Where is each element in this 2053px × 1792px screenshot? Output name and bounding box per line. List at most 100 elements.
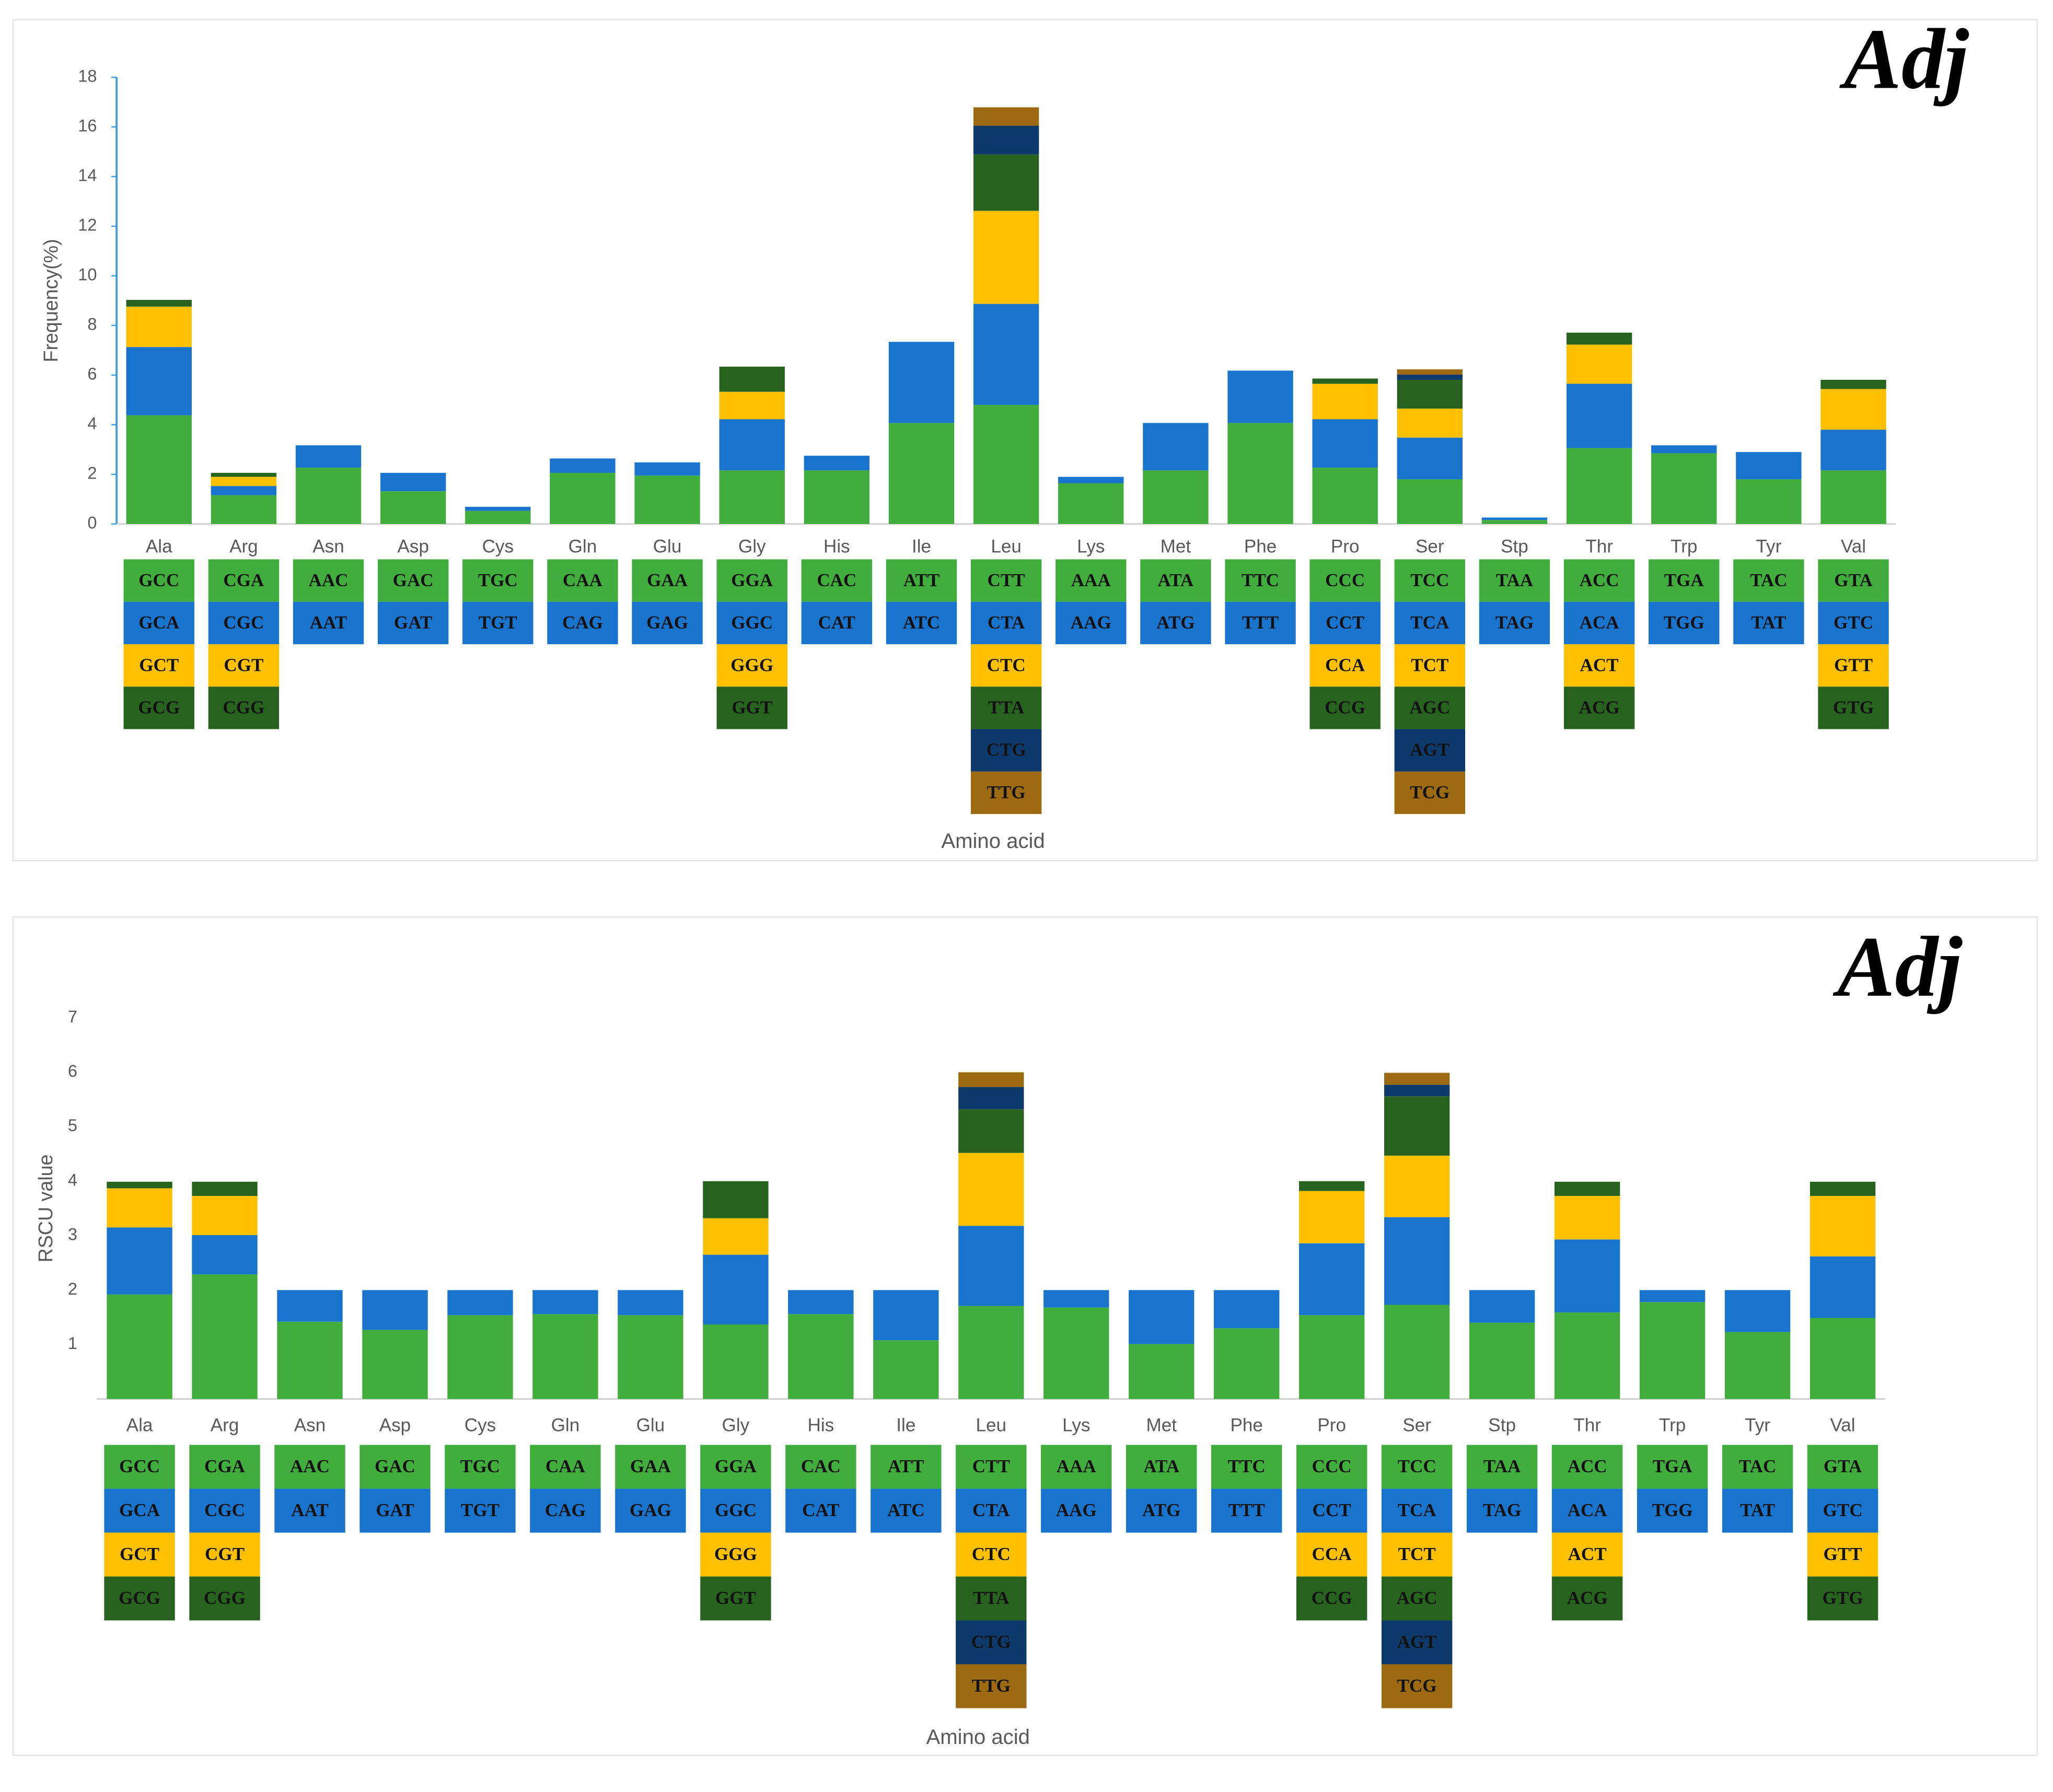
y-tick-label: 0: [87, 513, 97, 532]
codon-label: TAT: [1751, 612, 1786, 633]
bar-segment: [958, 1072, 1024, 1087]
bar-segment: [1299, 1191, 1365, 1243]
x-tick-label: Thr: [1573, 1415, 1601, 1436]
codon-label: TAT: [1740, 1500, 1775, 1520]
bar-segment: [958, 1306, 1024, 1399]
codon-cell: [700, 1532, 771, 1577]
bar-segment: [1299, 1315, 1365, 1399]
x-axis-title: Amino acid: [926, 1726, 1030, 1749]
codon-cell: [377, 601, 449, 645]
bar-segment: [1810, 1256, 1876, 1318]
x-tick-label: Met: [1161, 536, 1191, 556]
codon-label: AAG: [1056, 1500, 1097, 1520]
codon-cell: [1309, 559, 1381, 602]
codon-label: CGG: [204, 1588, 246, 1608]
codon-label: TAA: [1483, 1456, 1521, 1476]
codon-label: ATG: [1156, 612, 1194, 633]
codon-cell: [1381, 1576, 1453, 1621]
bar-segment: [211, 473, 277, 477]
bar-segment: [550, 458, 616, 473]
codon-cell: [1394, 644, 1466, 687]
bar-segment: [1397, 437, 1463, 480]
codon-cell: [1563, 601, 1635, 645]
codon-label: CCT: [1326, 612, 1364, 633]
codon-cell: [970, 729, 1042, 772]
codon-cell: [1140, 559, 1211, 602]
codon-cell: [716, 601, 787, 645]
bar-segment: [973, 154, 1039, 211]
bar-segment: [1651, 453, 1717, 524]
codon-label: CAG: [562, 612, 603, 633]
bar-segment: [1736, 479, 1802, 524]
bar-segment: [1384, 1155, 1450, 1217]
x-tick-label: Val: [1830, 1415, 1855, 1436]
x-tick-label: Gly: [738, 536, 766, 556]
codon-cell: [886, 559, 957, 602]
x-tick-label: Ala: [146, 536, 172, 556]
codon-label: TAA: [1496, 570, 1534, 590]
codon-cell: [956, 1488, 1027, 1533]
codon-label: ACG: [1579, 697, 1620, 718]
y-tick-label: 12: [78, 215, 97, 235]
codon-cell: [1296, 1445, 1367, 1489]
codon-cell: [462, 559, 533, 602]
codon-cell: [1733, 559, 1804, 602]
bar-segment: [1639, 1290, 1706, 1302]
codon-cell: [956, 1576, 1027, 1621]
x-tick-label: Asn: [312, 536, 344, 556]
x-tick-label: Asp: [397, 536, 428, 556]
bar-segment: [1384, 1073, 1450, 1085]
codon-label: CTG: [987, 740, 1026, 760]
bar-segment: [192, 1274, 258, 1399]
codon-label: CAT: [818, 612, 856, 633]
y-tick-label: 6: [87, 364, 97, 383]
codon-label: TTA: [988, 697, 1025, 718]
codon-label: CTC: [987, 655, 1026, 675]
codon-cell: [1394, 601, 1466, 645]
bar-segment: [1299, 1181, 1365, 1191]
x-tick-label: Cys: [465, 1415, 496, 1436]
codon-cell: [123, 644, 194, 687]
bar-segment: [1384, 1305, 1450, 1399]
bar-segment: [1724, 1290, 1791, 1332]
codon-cell: [1563, 644, 1635, 687]
bar-segment: [447, 1315, 513, 1399]
codon-label: GAG: [646, 612, 688, 633]
bar-segment: [1810, 1181, 1876, 1196]
bar-segment: [1566, 448, 1632, 524]
codon-cell: [1807, 1532, 1878, 1577]
codon-label: TTT: [1228, 1500, 1265, 1520]
codon-cell: [547, 559, 618, 602]
codon-cell: [293, 601, 364, 645]
x-tick-label: Asp: [379, 1415, 411, 1436]
bar-segment: [277, 1321, 343, 1399]
x-tick-label: Thr: [1585, 536, 1613, 556]
codon-label: TTT: [1242, 612, 1279, 633]
bar-segment: [107, 1227, 172, 1295]
bar-segment: [550, 473, 616, 524]
bar-segment: [1820, 429, 1886, 471]
bar-segment: [192, 1181, 258, 1196]
codon-label: ATA: [1143, 1456, 1180, 1476]
codon-cell: [785, 1445, 856, 1489]
codon-label: TTC: [1242, 570, 1279, 590]
bar-segment: [788, 1314, 854, 1399]
codon-label: ATC: [903, 612, 940, 633]
x-tick-label: Ile: [896, 1415, 915, 1436]
codon-cell: [970, 686, 1042, 729]
codon-cell: [1056, 601, 1127, 645]
codon-cell: [1818, 686, 1889, 729]
bar-segment: [719, 391, 785, 420]
x-tick-label: Glu: [653, 536, 682, 556]
codon-cell: [970, 771, 1042, 814]
codon-label: CGG: [223, 697, 264, 718]
bar-segment: [958, 1109, 1024, 1153]
codon-label: GCA: [138, 612, 180, 633]
codon-label: GAA: [647, 570, 688, 590]
codon-cell: [716, 644, 787, 687]
codon-cell: [1394, 729, 1466, 772]
bar-segment: [973, 304, 1039, 405]
codon-cell: [189, 1532, 260, 1577]
